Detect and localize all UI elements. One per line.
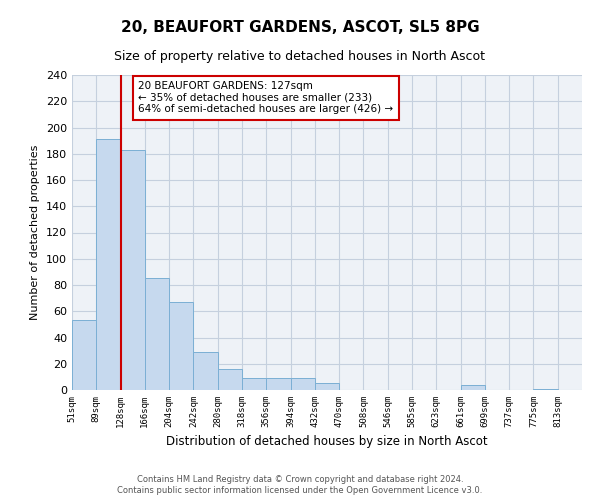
Text: 20, BEAUFORT GARDENS, ASCOT, SL5 8PG: 20, BEAUFORT GARDENS, ASCOT, SL5 8PG: [121, 20, 479, 35]
Y-axis label: Number of detached properties: Number of detached properties: [31, 145, 40, 320]
Bar: [533, 388, 558, 390]
Text: Contains HM Land Registry data © Crown copyright and database right 2024.: Contains HM Land Registry data © Crown c…: [137, 475, 463, 484]
Bar: [290, 378, 315, 390]
Bar: [461, 385, 485, 390]
Text: 20 BEAUFORT GARDENS: 127sqm
← 35% of detached houses are smaller (233)
64% of se: 20 BEAUFORT GARDENS: 127sqm ← 35% of det…: [139, 82, 394, 114]
Bar: [266, 378, 290, 390]
Bar: [72, 320, 96, 390]
Bar: [193, 352, 218, 390]
Bar: [145, 278, 169, 390]
Text: Size of property relative to detached houses in North Ascot: Size of property relative to detached ho…: [115, 50, 485, 63]
X-axis label: Distribution of detached houses by size in North Ascot: Distribution of detached houses by size …: [166, 436, 488, 448]
Bar: [218, 369, 242, 390]
Bar: [242, 378, 266, 390]
Bar: [96, 140, 121, 390]
Bar: [169, 302, 193, 390]
Bar: [315, 384, 339, 390]
Text: Contains public sector information licensed under the Open Government Licence v3: Contains public sector information licen…: [118, 486, 482, 495]
Bar: [121, 150, 145, 390]
